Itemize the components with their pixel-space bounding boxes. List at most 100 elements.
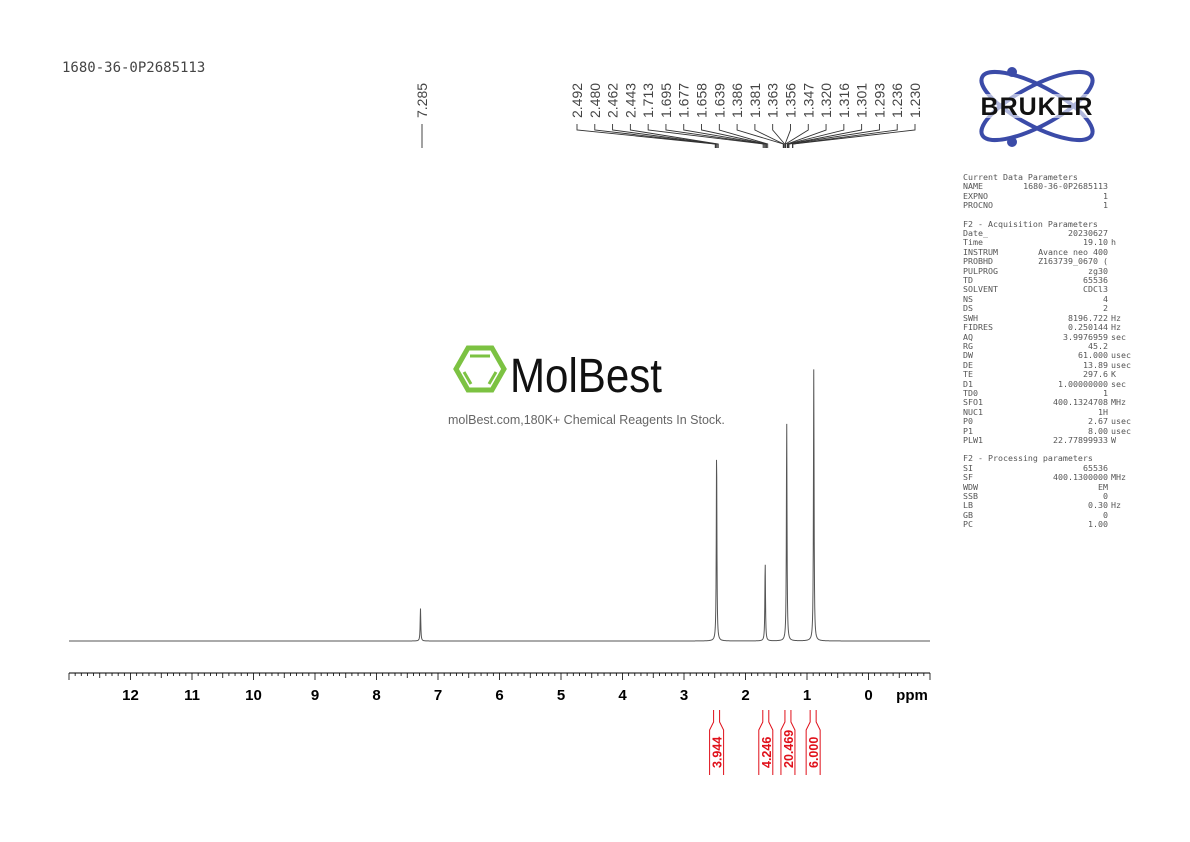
param-row: NS 4 bbox=[963, 293, 1111, 304]
param-key: NUC1 bbox=[963, 406, 983, 417]
peak-label: 1.381 bbox=[747, 83, 763, 118]
param-value: EM bbox=[1098, 481, 1108, 492]
param-row: TD 65536 bbox=[963, 275, 1111, 286]
param-value: 61.000 bbox=[1078, 350, 1108, 361]
param-value: 3.9976959 bbox=[1063, 331, 1108, 342]
param-key: WDW bbox=[963, 481, 978, 492]
param-value: 4 bbox=[1103, 293, 1108, 304]
peak-label: 1.639 bbox=[711, 83, 727, 118]
peak-label: 2.480 bbox=[587, 83, 603, 118]
x-tick-label: 5 bbox=[557, 687, 565, 704]
param-row: INSTRUM Avance neo 400 bbox=[963, 246, 1111, 257]
x-tick-label: 1 bbox=[803, 687, 811, 704]
param-value: 13.89 bbox=[1083, 359, 1108, 370]
peak-label-line bbox=[647, 124, 764, 148]
peak-label: 1.677 bbox=[676, 83, 692, 118]
param-key: LB bbox=[963, 500, 973, 511]
peak-label-line bbox=[629, 124, 719, 148]
param-row: PLW1 22.77899933 W bbox=[963, 434, 1116, 445]
peak-label: 1.713 bbox=[640, 83, 656, 118]
integral-bracket bbox=[780, 710, 796, 775]
peak-label-line bbox=[754, 124, 785, 148]
param-value: 19.10 bbox=[1083, 237, 1108, 248]
param-value: 0.30 bbox=[1088, 500, 1108, 511]
param-value: CDCl3 bbox=[1083, 284, 1108, 295]
param-value: 20230627 bbox=[1068, 228, 1108, 239]
param-key: Date_ bbox=[963, 228, 988, 239]
param-key: NAME bbox=[963, 181, 983, 192]
peak-label: 2.492 bbox=[569, 83, 585, 118]
param-row: GB 0 bbox=[963, 509, 1111, 520]
molbest-logo: MolBest bbox=[453, 345, 662, 400]
param-key: SOLVENT bbox=[963, 284, 998, 295]
param-value: Z163739_0670 ( bbox=[1038, 256, 1108, 267]
param-value: 0 bbox=[1103, 509, 1108, 520]
peak-label: 2.443 bbox=[622, 83, 638, 118]
param-value: 1680-36-0P2685113 bbox=[1023, 181, 1108, 192]
peak-label: 1.301 bbox=[854, 83, 870, 118]
param-key: P1 bbox=[963, 425, 973, 436]
param-value: 1H bbox=[1098, 406, 1108, 417]
peak-label: 1.293 bbox=[871, 83, 887, 118]
param-row: SI 65536 bbox=[963, 462, 1111, 473]
param-value: 1 bbox=[1103, 200, 1108, 211]
spectrum-line bbox=[69, 369, 930, 642]
param-row: SSB 0 bbox=[963, 491, 1111, 501]
param-row: NAME 1680-36-0P2685113 bbox=[963, 181, 1111, 192]
x-tick-label: 9 bbox=[311, 687, 319, 704]
param-value: 45.2 bbox=[1088, 340, 1108, 351]
x-tick-label: 12 bbox=[122, 687, 139, 704]
param-section-title: F2 - Processing parameters bbox=[963, 453, 1093, 464]
param-key: TE bbox=[963, 369, 973, 380]
param-key: FIDRES bbox=[963, 322, 993, 333]
bruker-logo-text: BRUKER bbox=[981, 93, 1094, 121]
peak-label-line bbox=[784, 124, 791, 148]
param-value: zg30 bbox=[1088, 265, 1108, 276]
param-row: PROCNO 1 bbox=[963, 200, 1111, 211]
param-row: TE 297.6 K bbox=[963, 369, 1116, 380]
param-key: EXPNO bbox=[963, 190, 988, 201]
param-value: 65536 bbox=[1083, 275, 1108, 286]
peak-label-line bbox=[718, 124, 769, 148]
param-key: TD bbox=[963, 275, 973, 286]
param-value: 400.1324708 bbox=[1053, 397, 1108, 408]
peak-label: 1.236 bbox=[889, 83, 905, 118]
molbest-logo-text: MolBest bbox=[510, 350, 662, 400]
param-value: 65536 bbox=[1083, 462, 1108, 473]
param-unit: h bbox=[1111, 237, 1116, 248]
param-value: Avance neo 400 bbox=[1038, 246, 1108, 257]
param-key: PLW1 bbox=[963, 434, 983, 445]
peak-label-line bbox=[788, 124, 880, 148]
param-section-title: Current Data Parameters bbox=[963, 172, 1078, 182]
param-row: PULPROG zg30 bbox=[963, 265, 1111, 276]
param-value: 297.6 bbox=[1083, 369, 1108, 380]
param-value: 8.00 bbox=[1088, 425, 1108, 436]
peak-label-line bbox=[683, 124, 766, 148]
param-value: 0 bbox=[1103, 491, 1108, 501]
param-value: 22.77899933 bbox=[1053, 434, 1108, 445]
param-row: WDW EM bbox=[963, 481, 1111, 492]
integral-value: 20.469 bbox=[782, 730, 796, 768]
param-unit: W bbox=[1111, 434, 1116, 445]
x-tick-label: 3 bbox=[680, 687, 688, 704]
integral-bracket bbox=[758, 710, 774, 775]
integral-bracket bbox=[709, 710, 725, 775]
peak-label: 1.658 bbox=[694, 83, 710, 118]
peak-label-line bbox=[785, 124, 809, 148]
peak-label: 1.695 bbox=[658, 83, 674, 118]
param-value: 1.00 bbox=[1088, 519, 1108, 530]
peak-label: 1.356 bbox=[782, 83, 798, 118]
param-value: 400.1300000 bbox=[1053, 472, 1108, 483]
param-row: RG 45.2 bbox=[963, 340, 1111, 351]
param-key: DS bbox=[963, 303, 973, 314]
peak-label-line bbox=[701, 124, 767, 148]
x-tick-label: 0 bbox=[864, 687, 872, 704]
param-value: 1 bbox=[1103, 387, 1108, 398]
param-key: PROCNO bbox=[963, 200, 993, 211]
param-row: Time 19.10 h bbox=[963, 237, 1116, 248]
x-tick-label: 2 bbox=[741, 687, 749, 704]
integral-value: 4.246 bbox=[760, 737, 774, 768]
param-section-title: F2 - Acquisition Parameters bbox=[963, 218, 1098, 229]
peak-label: 1.320 bbox=[818, 83, 834, 118]
